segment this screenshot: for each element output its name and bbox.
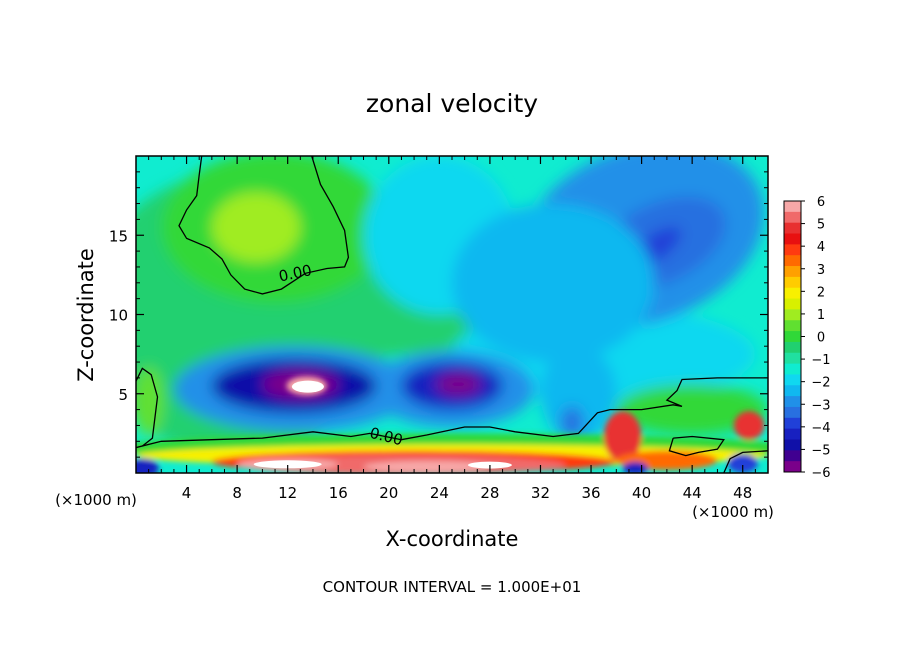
colorbar-swatch — [784, 287, 801, 300]
x-tick-label: 8 — [232, 484, 242, 502]
x-tick-label: 48 — [733, 484, 752, 502]
colorbar-swatch — [784, 461, 801, 473]
colorbar-swatch — [784, 352, 801, 365]
colorbar-tick-label: 6 — [817, 195, 825, 210]
velocity-field — [136, 156, 768, 473]
zero-contours — [136, 156, 768, 473]
colorbar-swatch — [784, 255, 801, 267]
x-tick-label: 44 — [683, 484, 702, 502]
colorbar-swatch — [784, 374, 801, 386]
zero-contour-right-loop — [668, 435, 725, 457]
blue-dip — [560, 406, 584, 439]
surface-red-right — [603, 411, 642, 462]
surface-white-region-1 — [253, 460, 322, 469]
colorbar-tick-label: −3 — [811, 398, 830, 413]
colorbar-swatch — [784, 244, 801, 256]
surface-blue-far-right — [727, 453, 758, 473]
y-axis-label: Z-coordinate — [74, 248, 98, 382]
surface-blue-left — [136, 458, 159, 473]
surface-white-2 — [363, 461, 490, 473]
colorbar-tick-label: −1 — [811, 353, 830, 368]
colorbar-swatch — [784, 309, 801, 321]
zero-contour-left — [136, 367, 159, 447]
jet-2-core — [435, 373, 482, 396]
colorbar-tick-label: 2 — [817, 285, 825, 300]
contour-interval-note: CONTOUR INTERVAL = 1.000E+01 — [323, 578, 582, 596]
cyan-dip — [540, 346, 617, 442]
x-axis-label: X-coordinate — [386, 527, 519, 551]
x-tick-label: 4 — [182, 484, 192, 502]
zero-contour-lower — [136, 377, 768, 449]
colorbar-swatch — [784, 276, 801, 289]
x-tick-label: 20 — [379, 484, 398, 502]
colorbar-tick-label: 4 — [817, 240, 825, 255]
colorbar-swatch — [784, 385, 801, 397]
colorbar-swatch — [784, 406, 801, 419]
zero-contour-right-low — [723, 450, 768, 473]
x-unit-note-right: (×1000 m) — [692, 503, 774, 521]
colorbar-swatch — [784, 363, 801, 375]
colorbar-tick-label: −4 — [811, 421, 830, 436]
colorbar-tick-label: 3 — [817, 263, 825, 278]
green-upper-core — [211, 192, 301, 263]
colorbar-swatch — [784, 298, 801, 310]
colorbar-tick-label: 1 — [817, 308, 825, 323]
green-left-edge — [136, 366, 164, 437]
surface-red-far-right — [733, 411, 765, 440]
colorbar-swatch — [784, 222, 801, 235]
x-tick-label: 24 — [430, 484, 449, 502]
colorbar-tick-label: −5 — [811, 443, 830, 458]
colorbar-swatch — [784, 450, 801, 462]
colorbar-tick-label: −2 — [811, 376, 830, 391]
colorbar-swatch — [784, 201, 801, 213]
colorbar-swatch — [784, 266, 801, 278]
x-tick-label: 12 — [278, 484, 297, 502]
colorbar-swatch — [784, 439, 801, 451]
colorbar-swatch — [784, 341, 801, 354]
colorbar-tick-label: 5 — [817, 218, 825, 233]
chart-title: zonal velocity — [366, 89, 538, 118]
colorbar-swatch — [784, 211, 801, 224]
x-unit-note-left: (×1000 m) — [55, 491, 137, 509]
colorbar-swatch — [784, 396, 801, 408]
green-right-low — [616, 384, 768, 435]
colorbar-swatch — [784, 233, 801, 245]
y-tick-label: 10 — [109, 307, 128, 325]
colorbar-tick-label: −6 — [811, 466, 830, 481]
jet-white-region — [291, 380, 324, 393]
zero-contour-upper — [178, 156, 350, 295]
x-tick-label: 40 — [632, 484, 651, 502]
x-tick-label: 32 — [531, 484, 550, 502]
x-tick-label: 36 — [581, 484, 600, 502]
x-tick-label: 16 — [329, 484, 348, 502]
y-axis-ticks: 5 10 15 — [109, 171, 768, 458]
y-tick-label: 15 — [109, 227, 128, 245]
colorbar: 6 5 4 3 2 1 0 −1 −2 −3 −4 −5 −6 — [783, 195, 831, 481]
colorbar-swatch — [784, 331, 801, 343]
x-axis-ticks: 4 8 12 16 20 24 28 32 36 40 44 48 — [148, 156, 756, 502]
blue-right-mid — [452, 203, 655, 363]
y-tick-label: 5 — [118, 386, 128, 404]
colorbar-tick-label: 0 — [817, 331, 825, 346]
colorbar-swatch — [784, 417, 801, 430]
colorbar-swatch — [784, 320, 801, 332]
x-tick-label: 28 — [480, 484, 499, 502]
colorbar-swatch — [784, 428, 801, 440]
